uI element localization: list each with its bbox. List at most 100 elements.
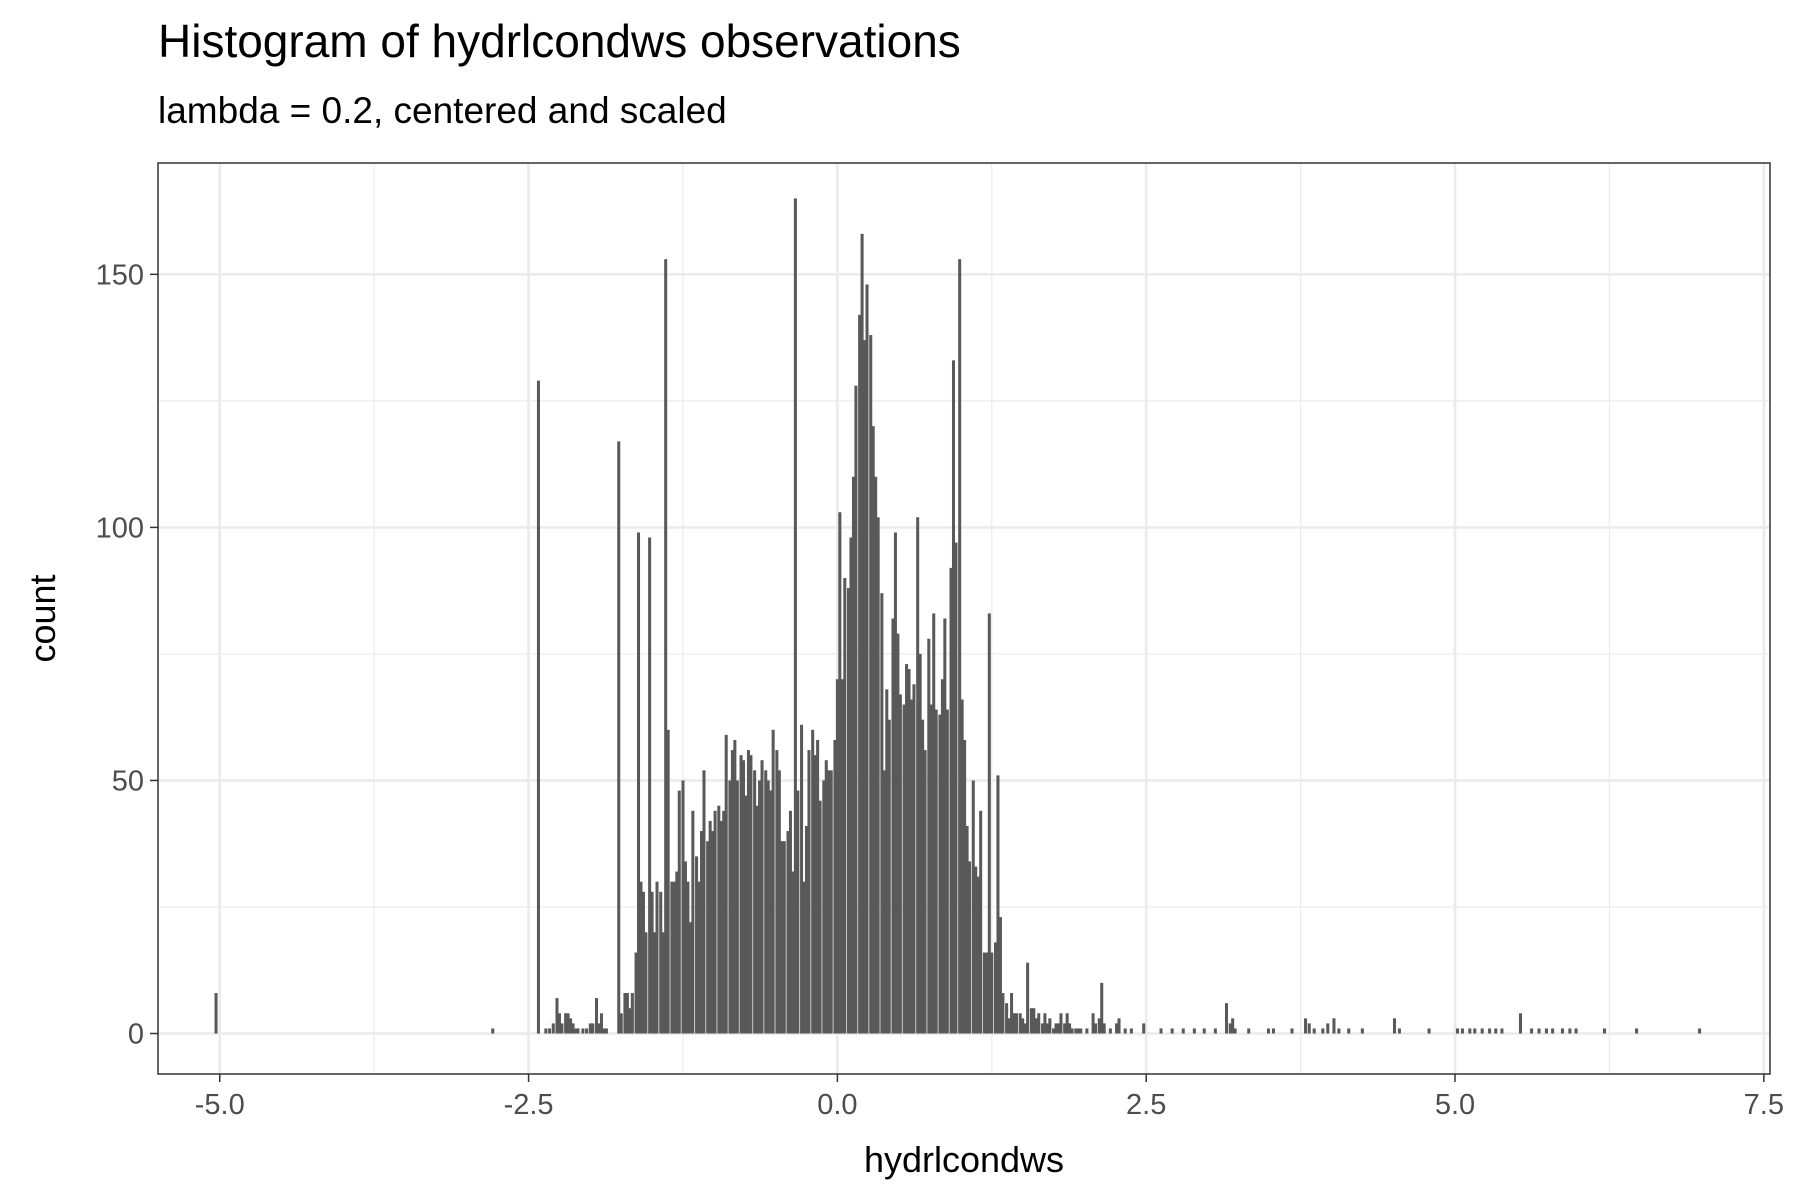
histogram-bar	[719, 820, 723, 1034]
histogram-bar	[990, 952, 994, 1034]
histogram-bar	[677, 790, 681, 1034]
histogram-bar	[753, 770, 757, 1034]
histogram-bar	[650, 891, 654, 1034]
histogram-bar	[849, 537, 853, 1034]
histogram-bar	[912, 684, 916, 1034]
histogram-bar	[905, 664, 909, 1034]
histogram-bar	[854, 385, 858, 1034]
y-tick-label: 0	[128, 1019, 144, 1051]
histogram-bar	[1029, 1008, 1033, 1034]
histogram-bar	[591, 1023, 595, 1034]
histogram-bar	[822, 780, 826, 1034]
histogram-bar	[1010, 993, 1014, 1034]
histogram-bar	[1224, 1003, 1229, 1034]
histogram-bar	[838, 512, 842, 1034]
histogram-bar	[1518, 1013, 1522, 1034]
histogram-bar	[744, 795, 748, 1034]
histogram-bar	[880, 593, 884, 1034]
histogram-bar	[775, 750, 779, 1034]
histogram-bar	[1100, 982, 1104, 1034]
histogram-bar	[804, 826, 809, 1034]
histogram-bar	[1014, 1013, 1019, 1034]
histogram-bar	[1427, 1028, 1431, 1034]
histogram-bar	[722, 810, 726, 1034]
histogram-bar	[982, 952, 986, 1034]
histogram-bar	[934, 709, 938, 1034]
histogram-bar	[1321, 1028, 1325, 1034]
histogram-bar	[898, 694, 902, 1034]
histogram-bar	[1202, 1028, 1206, 1034]
histogram-bar	[695, 856, 699, 1034]
histogram-bar	[1560, 1028, 1564, 1034]
histogram-bar	[940, 679, 944, 1034]
histogram-bar	[1068, 1023, 1072, 1034]
histogram-bar	[564, 1013, 568, 1034]
histogram-bar	[599, 1013, 603, 1034]
histogram-bar	[1052, 1028, 1056, 1034]
histogram-bar	[876, 517, 880, 1034]
histogram-bar	[585, 1028, 589, 1034]
histogram-bar	[896, 633, 900, 1034]
histogram-bar	[749, 755, 753, 1034]
histogram-bar	[1129, 1028, 1133, 1034]
histogram-bar	[1181, 1028, 1185, 1034]
histogram-bar	[840, 679, 844, 1034]
histogram-bar	[949, 567, 953, 1034]
histogram-bar	[782, 841, 786, 1034]
histogram-bar	[1076, 1028, 1080, 1034]
histogram-bar	[544, 1028, 548, 1034]
y-tick-label: 50	[112, 765, 144, 797]
histogram-bar	[985, 952, 989, 1034]
histogram-bar	[860, 233, 864, 1034]
histogram-bar	[1034, 1018, 1038, 1034]
histogram-bar	[887, 719, 891, 1034]
histogram-bar	[597, 1023, 601, 1034]
histogram-bar	[1032, 1008, 1036, 1034]
histogram-bar	[1001, 993, 1005, 1034]
histogram-bar	[628, 1008, 632, 1034]
histogram-bar	[976, 876, 980, 1034]
histogram-bar	[746, 750, 750, 1034]
histogram-bar	[929, 704, 933, 1034]
histogram-bar	[1500, 1028, 1504, 1034]
histogram-bar	[1392, 1018, 1396, 1034]
histogram-bar	[557, 1013, 561, 1034]
histogram-bar	[907, 669, 911, 1034]
histogram-bar	[882, 770, 886, 1034]
histogram-bar	[634, 952, 638, 1034]
histogram-bar	[1108, 1028, 1112, 1034]
histogram-bar	[927, 638, 931, 1034]
histogram-bar	[780, 841, 784, 1034]
histogram-bar	[699, 831, 704, 1034]
histogram-bar	[560, 1023, 564, 1034]
grid-lines	[158, 163, 1770, 1074]
histogram-bar	[829, 770, 833, 1034]
histogram-bar	[1488, 1028, 1492, 1034]
histogram-bar	[717, 805, 721, 1034]
histogram-bar	[569, 1018, 573, 1034]
histogram-bar	[943, 618, 947, 1034]
histogram-bar	[574, 1028, 578, 1034]
histogram-bar	[1307, 1023, 1311, 1034]
histogram-bar	[1018, 1013, 1022, 1034]
histogram-bar	[548, 1028, 552, 1034]
histogram-bar	[1544, 1028, 1548, 1034]
histogram-bar	[968, 861, 972, 1034]
histogram-bar	[576, 1028, 580, 1034]
histogram-bar	[741, 760, 746, 1034]
histogram-bar	[1045, 1023, 1049, 1034]
y-tick-label: 100	[96, 512, 144, 544]
histogram-bar	[1056, 1023, 1061, 1034]
histogram-bar	[706, 841, 710, 1034]
histogram-bar	[664, 259, 668, 1034]
histogram-bar	[1231, 1018, 1235, 1034]
histogram-bar	[536, 380, 540, 1034]
histogram-bar	[1142, 1023, 1146, 1034]
histogram-bar	[581, 1028, 585, 1034]
histogram-bar	[916, 517, 920, 1034]
histogram-bar	[1304, 1018, 1308, 1034]
histogram-bar	[681, 780, 685, 1034]
histogram-bar	[636, 532, 641, 1034]
histogram-bar	[932, 613, 936, 1034]
histogram-bar	[1159, 1028, 1163, 1034]
